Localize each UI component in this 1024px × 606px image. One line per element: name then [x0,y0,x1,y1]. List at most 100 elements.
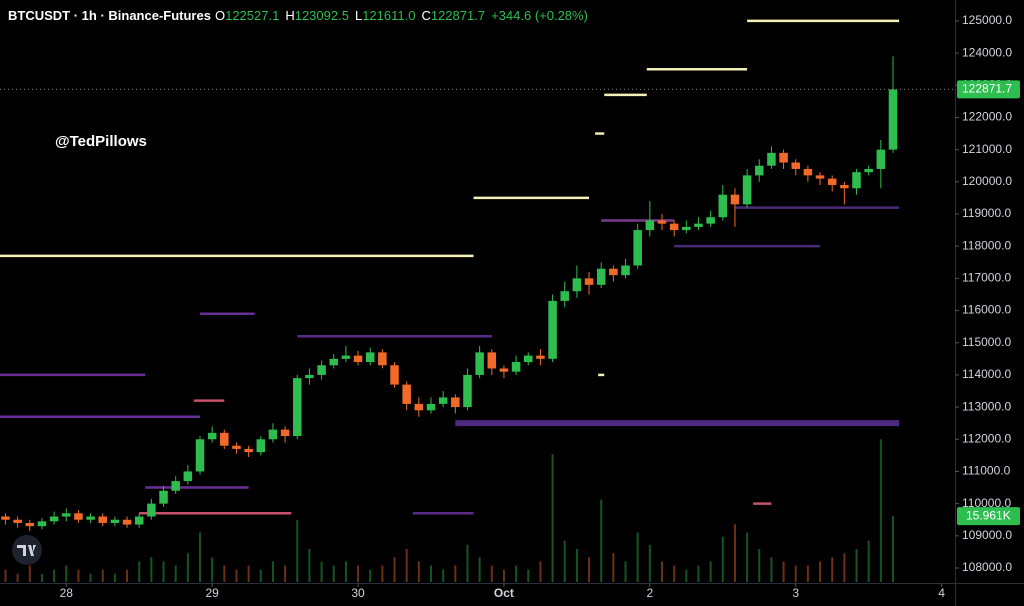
volume-bar [186,553,189,582]
y-tick-label: 114000.0 [962,367,1011,381]
x-tick-label: 2 [646,586,653,600]
candle-body [864,168,873,173]
volume-bar [515,565,518,582]
candle-body [511,362,521,372]
volume-bar [891,516,894,582]
candle-body [293,378,302,437]
candle-body [329,358,338,366]
candle-body [232,445,241,449]
candle-body [475,352,484,375]
candle-body [353,355,363,363]
volume-bar [405,549,408,582]
candle-body [791,162,800,169]
candle-body [365,352,375,363]
volume-bar [442,569,445,582]
x-tick-label: 3 [792,586,799,600]
candle-body [815,175,825,179]
candle-body [244,448,253,453]
volume-bar [636,532,639,582]
volume-bar [502,569,505,582]
candle-body [682,226,691,231]
volume-bar [612,553,615,582]
volume-bar [831,557,834,582]
candle-body [256,439,266,453]
volume-bar [733,524,736,582]
candle-body [110,519,120,523]
y-tick-label: 122000.0 [962,110,1012,124]
candle-body [742,175,752,205]
candle-body [378,352,387,366]
candle-body [803,168,813,176]
ohlc-key: O [215,8,225,23]
volume-bar [284,565,287,582]
candle-body [438,397,448,404]
candle-body [305,374,314,379]
y-tick-label: 110000.0 [962,496,1011,510]
volume-bar [697,565,700,582]
candle-body [840,185,849,189]
volume-bar [782,561,785,582]
candle-body [633,230,642,266]
last-price-label: 122871.7 [962,82,1012,96]
volume-bar [235,569,238,582]
volume-bar [867,540,870,582]
volume-bar [223,565,226,582]
volume-bar [247,565,250,582]
volume-bar [138,561,141,582]
last-price-box [957,80,1020,99]
candle-body [536,355,545,359]
volume-bar [454,565,457,582]
candle-body [584,278,594,285]
volume-value-box [957,507,1020,526]
volume-bar [660,561,663,582]
candle-body [621,265,630,276]
y-tick-label: 119000.0 [962,206,1011,220]
candle-body [414,403,424,411]
volume-bar [344,561,347,582]
candle-body [657,220,667,224]
volume-bar [198,532,201,582]
volume-bar [819,561,822,582]
candle-body [755,165,764,176]
candle-body [134,516,144,525]
volume-bar [575,549,578,582]
candle-body [159,490,168,504]
volume-bar [28,565,31,582]
volume-bar [4,569,7,582]
candle-body [609,268,618,276]
y-tick-label: 121000.0 [962,142,1012,156]
volume-bar [101,569,104,582]
candle-body [220,432,229,446]
candle-body [730,194,740,205]
candle-body [499,368,509,372]
candle-body [183,471,193,482]
volume-bar [259,569,262,582]
x-tick-label: 29 [205,586,219,600]
volume-bar [563,540,566,582]
volume-bar [369,569,372,582]
volume-bar [551,454,554,582]
volume-bar [770,557,773,582]
volume-bar [600,499,603,582]
candle-body [852,172,861,189]
watermark: @TedPillows [55,133,147,150]
chart-header: BTCUSDT · 1h · Binance-Futures O122527.1 H… [8,8,588,23]
candle-body [195,439,205,472]
volume-bar [709,561,712,582]
candle-body [669,223,679,231]
y-tick-label: 117000.0 [962,271,1011,285]
volume-bar [40,573,43,582]
volume-bar [685,569,688,582]
volume-bar [77,569,80,582]
volume-value-label: 15.961K [966,508,1011,522]
candle-body [779,152,788,163]
volume-bar [855,549,858,582]
x-tick-label: 4 [938,586,945,600]
candle-body [341,355,351,359]
volume-bar [721,536,724,582]
ohlc-value: 123092.5 [295,8,349,23]
candle-body [49,516,59,522]
candle-body [718,194,728,218]
volume-bar [746,532,749,582]
